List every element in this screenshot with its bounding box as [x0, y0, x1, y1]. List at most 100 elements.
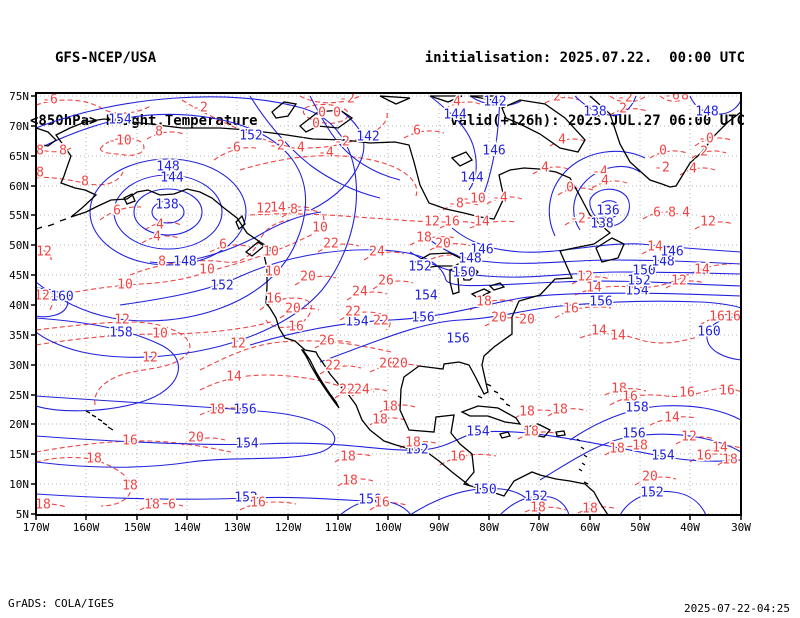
temp-contour: [403, 130, 445, 139]
temp-label: 10: [199, 263, 215, 278]
coastline: [589, 95, 741, 188]
lon-tick-label: 60W: [580, 521, 600, 534]
height-label: 154: [466, 425, 490, 440]
height-contour: [249, 95, 381, 199]
temp-contour: [609, 387, 741, 406]
lat-tick-label: 55N: [9, 209, 29, 222]
temp-label: 8: [81, 175, 89, 190]
temp-contour: [409, 236, 457, 246]
temp-label: 22: [325, 359, 341, 374]
height-label: 160: [50, 290, 73, 305]
temp-contour: [591, 180, 628, 189]
temp-label: 4: [558, 133, 566, 148]
temp-label: 14: [694, 263, 710, 278]
temp-label: 18: [582, 502, 598, 517]
height-label: 144: [460, 171, 484, 186]
height-label: 152: [640, 486, 663, 501]
temp-contour: [444, 101, 481, 110]
temp-contour: [279, 307, 320, 319]
temp-contour: [36, 289, 53, 312]
lon-tick-label: 40W: [680, 521, 700, 534]
lat-tick-label: 15N: [9, 448, 29, 461]
temp-contour: [209, 244, 251, 253]
temp-contour: [577, 506, 618, 514]
temp-label: 16: [450, 450, 466, 465]
temp-contour: [199, 374, 352, 391]
coastline: [271, 101, 298, 119]
coastline: [450, 151, 473, 167]
height-label: 158: [625, 401, 648, 416]
temp-label: 18: [86, 452, 102, 467]
temp-label: 22: [323, 237, 339, 252]
coastline: [55, 118, 471, 487]
temp-label: 24: [354, 383, 370, 398]
temp-label: 20: [300, 270, 316, 285]
temp-contour: [524, 506, 567, 513]
temp-contour: [675, 436, 715, 445]
temp-label: 4: [601, 174, 609, 189]
temp-label: 4: [541, 161, 549, 176]
height-label: 148: [695, 105, 718, 120]
temp-label: 18: [476, 295, 492, 310]
height-label: 154: [108, 113, 132, 128]
coastline: [477, 395, 483, 399]
lon-tick-label: 170W: [23, 521, 50, 534]
temp-label: 20: [519, 313, 535, 328]
height-label: 142: [483, 95, 506, 110]
temp-label: 20: [392, 357, 408, 372]
temp-label: 14: [610, 329, 626, 344]
lat-tick-label: 45N: [9, 269, 29, 282]
temp-label: -2: [339, 92, 355, 107]
temp-label: 16: [266, 292, 282, 307]
coastline: [449, 267, 460, 295]
temp-label: 6: [413, 124, 421, 139]
temp-contour: [36, 457, 132, 507]
temp-label: 20: [491, 311, 507, 326]
temp-contour: [517, 431, 559, 440]
coastline: [470, 288, 492, 299]
temp-label: 16: [719, 384, 735, 399]
height-label: 154: [414, 289, 438, 304]
temp-contour: [649, 416, 697, 426]
temp-label: 8: [290, 203, 298, 218]
temp-label: 8: [36, 166, 44, 181]
height-label: 148: [156, 160, 179, 175]
height-contour: [480, 95, 501, 201]
lat-tick-label: 50N: [9, 239, 29, 252]
temp-contour: [642, 211, 679, 220]
temp-label: 6: [168, 498, 176, 513]
height-contour: [429, 239, 741, 265]
temp-label: 14: [226, 370, 242, 385]
temp-contour: [36, 171, 124, 186]
temp-contour: [334, 453, 372, 463]
temp-contour: [604, 388, 647, 396]
temp-contour: [146, 131, 185, 140]
temp-label: 22: [345, 305, 361, 320]
temp-label: 4: [153, 230, 161, 245]
height-label: 156: [622, 427, 645, 442]
coastline: [244, 241, 266, 257]
temp-label: 16: [622, 390, 638, 405]
chart-subtitle: <850hPa> Height,Temperature: [30, 113, 258, 129]
coastline: [235, 214, 246, 231]
height-label: 152: [405, 443, 428, 458]
temp-label: 12: [577, 270, 593, 285]
temp-contour: [281, 209, 320, 218]
height-label: 138: [155, 198, 178, 213]
temp-label: 18: [340, 450, 356, 465]
temp-label: 0: [566, 181, 574, 196]
coastline: [379, 95, 411, 105]
lat-tick-label: 60N: [9, 180, 29, 193]
temp-label: 14: [586, 281, 602, 296]
height-label: 154: [651, 449, 675, 464]
temp-contour: [249, 213, 447, 223]
height-contour: [36, 493, 382, 503]
lon-tick-label: 120W: [275, 521, 302, 534]
temp-label: 12: [230, 337, 246, 352]
temp-contour: [259, 297, 312, 329]
lon-tick-label: 150W: [124, 521, 151, 534]
temp-contour: [369, 502, 407, 511]
height-label: 154: [625, 284, 649, 299]
temp-label: 24: [352, 285, 368, 300]
temp-contour: [181, 99, 388, 149]
